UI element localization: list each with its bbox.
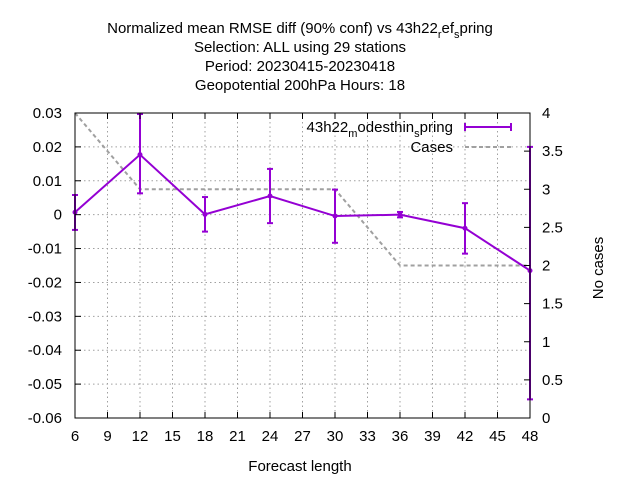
cases-point [204,188,206,190]
x-tick-label: 15 [164,428,181,445]
y2-axis-label: No cases [590,237,607,300]
x-tick-label: 39 [424,428,441,445]
rmse-point [397,212,403,218]
x-tick-label: 36 [392,428,409,445]
x-tick-label: 6 [71,428,79,445]
chart-parameter: Geopotential 200hPa Hours: 18 [195,77,405,94]
y-tick-label: -0.01 [28,241,62,258]
y-tick-label: 0.01 [33,173,62,190]
legend: 43h22modesthinspring Cases [307,119,512,156]
y2-tick-label: 3 [542,181,550,198]
cases-point [464,265,466,266]
x-tick-label: 33 [359,428,376,445]
rmse-point [267,193,273,199]
y2-tick-label: 2 [542,258,550,275]
x-tick-label: 27 [294,428,311,445]
x-tick-label: 48 [522,428,539,445]
y2-tick-label: 4 [542,105,550,122]
y2-tick-label: 1.5 [542,296,563,313]
y2-tick-label: 0.5 [542,372,563,389]
rmse-line [74,153,531,272]
cases-point [399,265,401,266]
x-axis-label: Forecast length [248,458,351,475]
rmse-point [462,225,468,231]
y-tick-label: -0.03 [28,308,62,325]
rmse-point [202,211,208,217]
x-tick-label: 21 [229,428,246,445]
rmse-point [137,152,143,158]
y-tick-label: 0 [54,207,62,224]
y2-tick-label: 3.5 [542,143,563,160]
y2-tick-label: 2.5 [542,219,563,236]
rmse-point [332,213,338,219]
x-tick-label: 24 [262,428,279,445]
x-tick-label: 12 [132,428,149,445]
x-tick-label: 30 [327,428,344,445]
y-tick-label: -0.06 [28,410,62,427]
y-tick-label: -0.05 [28,376,62,393]
y-tick-label: -0.04 [28,342,62,359]
cases-line [74,112,530,267]
y2-tick-label: 0 [542,410,550,427]
legend-label-rmse: 43h22modesthinspring [307,119,453,140]
x-tick-label: 18 [197,428,214,445]
y2-tick-label: 1 [542,334,550,351]
x-tick-label: 9 [103,428,111,445]
y-tick-label: 0.03 [33,105,62,122]
chart-selection: Selection: ALL using 29 stations [194,39,406,56]
legend-label-cases: Cases [410,139,453,156]
x-tick-label: 42 [457,428,474,445]
chart-period: Period: 20230415-20230418 [205,58,395,75]
y-tick-label: 0.02 [33,139,62,156]
chart-title: Normalized mean RMSE diff (90% conf) vs … [107,20,493,41]
grid [75,113,530,418]
axis-ticks [74,112,531,419]
x-tick-label: 45 [489,428,506,445]
tick-labels: 6 9 12 15 18 21 24 27 30 33 36 39 42 45 480.030.020.01… [28,105,563,445]
y-tick-label: -0.02 [28,274,62,291]
